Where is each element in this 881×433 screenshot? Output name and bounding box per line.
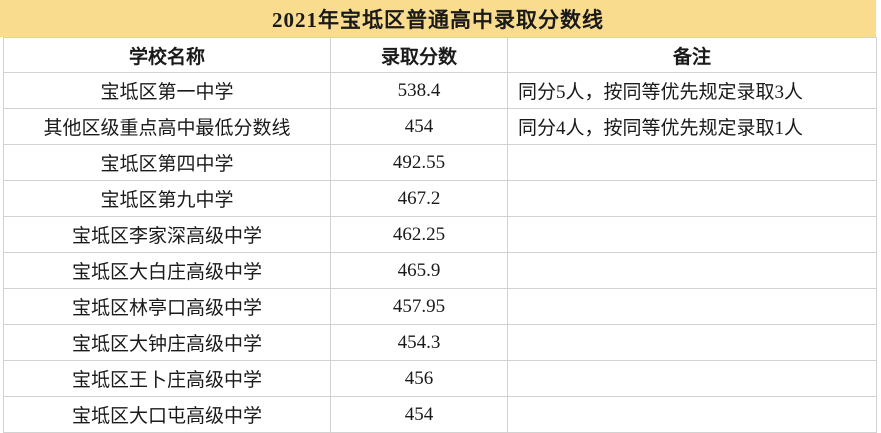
column-header-remark: 备注 <box>507 37 877 73</box>
admission-scores-table: 学校名称 录取分数 备注 宝坻区第一中学 538.4 同分5人，按同等优先规定录… <box>3 37 877 433</box>
score-cell: 462.25 <box>330 216 508 253</box>
school-cell: 宝坻区李家深高级中学 <box>3 216 331 253</box>
table-row: 宝坻区李家深高级中学 462.25 <box>3 216 877 253</box>
score-cell: 465.9 <box>330 252 508 289</box>
header-row: 学校名称 录取分数 备注 <box>3 37 877 73</box>
school-cell: 宝坻区第一中学 <box>3 72 331 109</box>
remark-cell: 同分5人，按同等优先规定录取3人 <box>507 72 877 109</box>
score-cell: 492.55 <box>330 144 508 181</box>
table-body: 宝坻区第一中学 538.4 同分5人，按同等优先规定录取3人 其他区级重点高中最… <box>3 72 877 433</box>
school-cell: 宝坻区大钟庄高级中学 <box>3 324 331 361</box>
table-row: 宝坻区王卜庄高级中学 456 <box>3 360 877 397</box>
remark-cell: 同分4人，按同等优先规定录取1人 <box>507 108 877 145</box>
remark-cell <box>507 252 877 289</box>
table-row: 其他区级重点高中最低分数线 454 同分4人，按同等优先规定录取1人 <box>3 108 877 145</box>
table-row: 宝坻区大白庄高级中学 465.9 <box>3 252 877 289</box>
page-title: 2021年宝坻区普通高中录取分数线 <box>0 0 876 37</box>
school-cell: 宝坻区王卜庄高级中学 <box>3 360 331 397</box>
remark-cell <box>507 180 877 217</box>
remark-cell <box>507 288 877 325</box>
table-row: 宝坻区大钟庄高级中学 454.3 <box>3 324 877 361</box>
school-cell: 宝坻区第九中学 <box>3 180 331 217</box>
score-cell: 538.4 <box>330 72 508 109</box>
table-row: 宝坻区大口屯高级中学 454 <box>3 396 877 433</box>
table-row: 宝坻区第一中学 538.4 同分5人，按同等优先规定录取3人 <box>3 72 877 109</box>
score-cell: 467.2 <box>330 180 508 217</box>
column-header-school: 学校名称 <box>3 37 331 73</box>
column-header-score: 录取分数 <box>330 37 508 73</box>
school-cell: 宝坻区第四中学 <box>3 144 331 181</box>
remark-cell <box>507 360 877 397</box>
remark-cell <box>507 324 877 361</box>
table-row: 宝坻区林亭口高级中学 457.95 <box>3 288 877 325</box>
remark-cell <box>507 396 877 433</box>
table-row: 宝坻区第九中学 467.2 <box>3 180 877 217</box>
remark-cell <box>507 216 877 253</box>
table-header: 学校名称 录取分数 备注 <box>3 37 877 73</box>
school-cell: 宝坻区大白庄高级中学 <box>3 252 331 289</box>
school-cell: 宝坻区林亭口高级中学 <box>3 288 331 325</box>
score-cell: 454 <box>330 108 508 145</box>
score-cell: 454.3 <box>330 324 508 361</box>
score-cell: 454 <box>330 396 508 433</box>
score-cell: 457.95 <box>330 288 508 325</box>
school-cell: 宝坻区大口屯高级中学 <box>3 396 331 433</box>
remark-cell <box>507 144 877 181</box>
score-cell: 456 <box>330 360 508 397</box>
school-cell: 其他区级重点高中最低分数线 <box>3 108 331 145</box>
table-row: 宝坻区第四中学 492.55 <box>3 144 877 181</box>
